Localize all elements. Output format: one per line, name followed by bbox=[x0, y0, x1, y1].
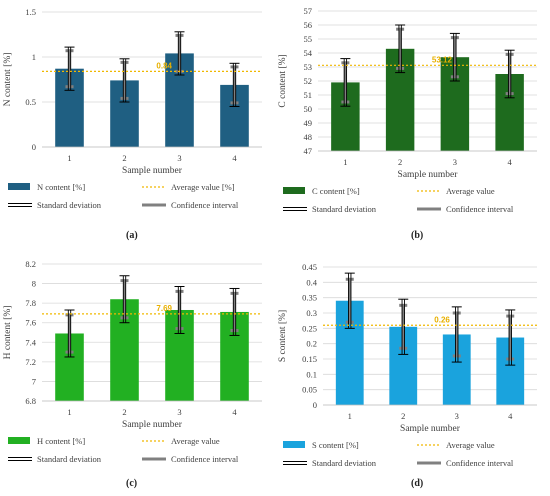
x-tick-label: 3 bbox=[455, 411, 459, 421]
legend-swatch-bar bbox=[8, 437, 30, 444]
x-tick-label: 1 bbox=[67, 407, 71, 417]
legend-swatch-bar bbox=[8, 183, 30, 190]
y-axis-title: S content [%] bbox=[278, 310, 288, 362]
y-tick-label: 7 bbox=[32, 376, 36, 386]
y-tick-label: 0 bbox=[32, 142, 36, 152]
average-value-label: 0.26 bbox=[434, 315, 450, 324]
legend-standard-deviation-label: Standard deviation bbox=[37, 200, 102, 210]
x-tick-label: 1 bbox=[67, 153, 71, 163]
panel-label-c: (c) bbox=[126, 478, 138, 489]
y-tick-label: 0.3 bbox=[306, 308, 317, 318]
panel-label-b: (b) bbox=[411, 230, 424, 241]
y-tick-label: 0 bbox=[313, 400, 317, 410]
y-tick-label: 7.2 bbox=[25, 357, 36, 367]
y-axis-title: C content [%] bbox=[278, 54, 288, 107]
x-tick-label: 3 bbox=[177, 407, 181, 417]
x-tick-label: 1 bbox=[343, 157, 347, 167]
y-tick-label: 7.8 bbox=[25, 298, 36, 308]
x-tick-label: 3 bbox=[453, 157, 457, 167]
x-axis-title: Sample number bbox=[398, 170, 459, 180]
legend-standard-deviation-label: Standard deviation bbox=[37, 454, 102, 464]
chart-svg-c: 6.8 7 7.2 7.4 7.6 7.8 8 8.2 1 2 3 4 7.69 H content [%… bbox=[3, 259, 262, 464]
legend-standard-deviation-label: Standard deviation bbox=[312, 204, 377, 214]
y-tick-label: 1.5 bbox=[25, 7, 36, 17]
y-tick-label: 55 bbox=[304, 34, 313, 44]
chart-svg-b: 47 48 49 50 51 52 53 54 55 56 57 1 2 3 4 53.12 C content… bbox=[278, 6, 537, 214]
y-tick-label: 7.6 bbox=[25, 318, 36, 328]
y-tick-label: 0.25 bbox=[302, 323, 317, 333]
x-tick-label: 2 bbox=[401, 411, 405, 421]
average-value-label: 7.69 bbox=[156, 304, 172, 313]
legend-confidence-interval-label: Confidence interval bbox=[446, 204, 514, 214]
y-tick-label: 47 bbox=[304, 146, 313, 156]
chart-panel-d: 0 0.05 0.1 0.15 0.2 0.25 0.3 0.35 0.4 0.45 1 2 3 4 0.2… bbox=[275, 248, 550, 496]
average-value-label: 0.84 bbox=[156, 61, 172, 70]
y-tick-label: 0.2 bbox=[306, 339, 317, 349]
y-tick-label: 8 bbox=[32, 279, 36, 289]
y-tick-label: 0.35 bbox=[302, 293, 317, 303]
chart-svg-d: 0 0.05 0.1 0.15 0.2 0.25 0.3 0.35 0.4 0.45 1 2 3 4 0.2… bbox=[278, 262, 537, 468]
legend-confidence-interval-label: Confidence interval bbox=[446, 458, 514, 468]
x-tick-label: 4 bbox=[232, 407, 237, 417]
legend-average-label: Average value bbox=[446, 440, 495, 450]
y-tick-label: 0.15 bbox=[302, 354, 317, 364]
legend-series-label: H content [%] bbox=[37, 436, 85, 446]
chart-panel-c: 6.8 7 7.2 7.4 7.6 7.8 8 8.2 1 2 3 4 7.69 H content [%… bbox=[0, 248, 275, 496]
x-tick-label: 2 bbox=[398, 157, 402, 167]
y-tick-label: 56 bbox=[304, 20, 313, 30]
y-tick-label: 49 bbox=[304, 118, 313, 128]
y-tick-label: 57 bbox=[304, 6, 313, 16]
y-tick-label: 51 bbox=[304, 90, 313, 100]
y-tick-label: 0.45 bbox=[302, 262, 317, 272]
y-tick-label: 50 bbox=[304, 104, 313, 114]
y-tick-label: 54 bbox=[304, 48, 313, 58]
legend-average-label: Average value bbox=[446, 186, 495, 196]
x-tick-label: 1 bbox=[348, 411, 352, 421]
legend-average-label: Average value [%] bbox=[171, 182, 235, 192]
y-tick-label: 52 bbox=[304, 76, 313, 86]
x-axis-title: Sample number bbox=[122, 166, 183, 176]
legend-series-label: S content [%] bbox=[312, 440, 359, 450]
y-tick-label: 53 bbox=[304, 62, 313, 72]
x-tick-label: 2 bbox=[122, 407, 126, 417]
chart-panel-b: 47 48 49 50 51 52 53 54 55 56 57 1 2 3 4 53.12 C content… bbox=[275, 0, 550, 248]
legend-average-label: Average value bbox=[171, 436, 220, 446]
legend-series-label: C content [%] bbox=[312, 186, 360, 196]
y-tick-label: 0.1 bbox=[306, 369, 317, 379]
average-value-label: 53.12 bbox=[432, 55, 453, 64]
chart-svg-a: 0 0.5 1 1.5 1 2 3 4 0.84 N content [%] Sample numb… bbox=[3, 7, 262, 210]
legend-confidence-interval-label: Confidence interval bbox=[171, 200, 239, 210]
legend-swatch-bar bbox=[283, 187, 305, 194]
y-axis-title: N content [%] bbox=[3, 53, 13, 107]
y-tick-label: 1 bbox=[32, 52, 36, 62]
y-tick-label: 48 bbox=[304, 132, 313, 142]
y-tick-label: 6.8 bbox=[25, 396, 36, 406]
y-tick-label: 0.4 bbox=[306, 277, 317, 287]
legend-swatch-bar bbox=[283, 441, 305, 448]
x-axis-title: Sample number bbox=[400, 424, 461, 434]
y-tick-label: 0.05 bbox=[302, 385, 317, 395]
y-tick-label: 0.5 bbox=[25, 97, 36, 107]
y-axis-title: H content [%] bbox=[3, 306, 13, 360]
legend-standard-deviation-label: Standard deviation bbox=[312, 458, 377, 468]
x-tick-label: 4 bbox=[508, 411, 513, 421]
y-tick-label: 7.4 bbox=[25, 337, 36, 347]
x-axis-title: Sample number bbox=[122, 420, 183, 430]
x-tick-label: 4 bbox=[232, 153, 237, 163]
panel-label-d: (d) bbox=[411, 478, 424, 489]
x-tick-label: 4 bbox=[508, 157, 513, 167]
chart-panel-a: 0 0.5 1 1.5 1 2 3 4 0.84 N content [%] Sample numb… bbox=[0, 0, 275, 248]
legend-series-label: N content [%] bbox=[37, 182, 85, 192]
legend-confidence-interval-label: Confidence interval bbox=[171, 454, 239, 464]
x-tick-label: 3 bbox=[177, 153, 181, 163]
x-tick-label: 2 bbox=[122, 153, 126, 163]
panel-label-a: (a) bbox=[126, 230, 138, 241]
y-tick-label: 8.2 bbox=[25, 259, 36, 269]
